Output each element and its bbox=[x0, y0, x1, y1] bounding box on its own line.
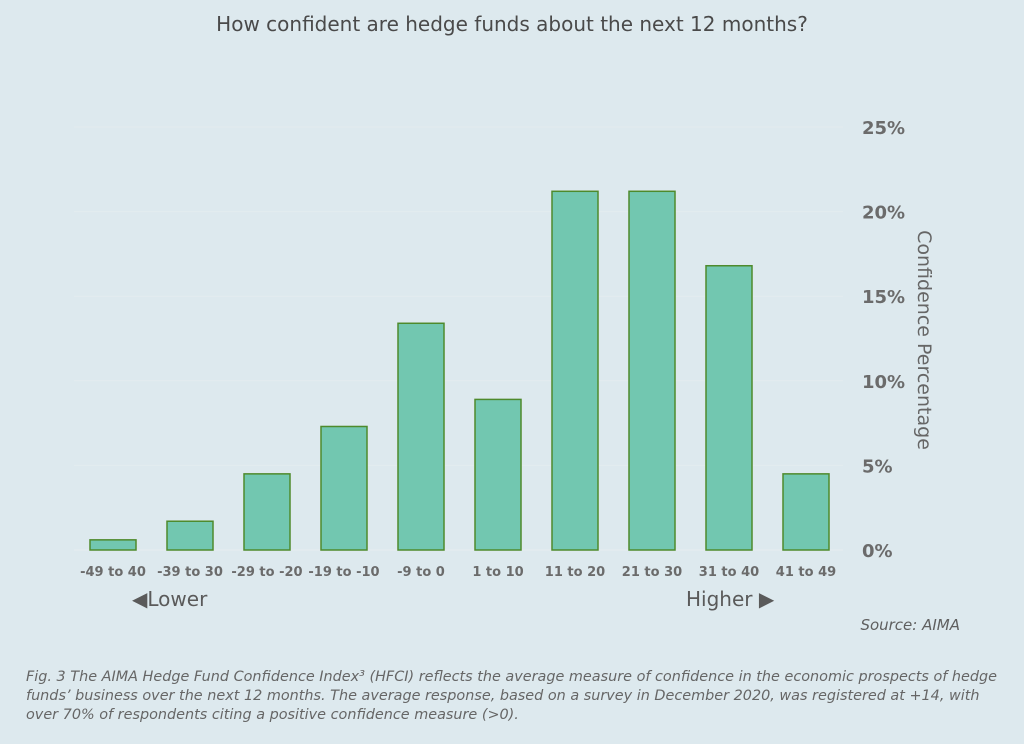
y-tick-label: 15% bbox=[862, 287, 905, 308]
x-tick-label: 1 to 10 bbox=[472, 565, 523, 580]
x-tick-label: -49 to 40 bbox=[80, 565, 146, 580]
bar bbox=[705, 264, 753, 551]
bar bbox=[320, 425, 368, 551]
bar bbox=[166, 520, 214, 551]
x-tick-label: -19 to -10 bbox=[308, 565, 379, 580]
bar bbox=[397, 322, 445, 551]
x-tick-label: -29 to -20 bbox=[231, 565, 302, 580]
x-tick-label: -9 to 0 bbox=[397, 565, 445, 580]
x-tick-label: 41 to 49 bbox=[776, 565, 836, 580]
x-tick-label: -39 to 30 bbox=[157, 565, 223, 580]
bar bbox=[89, 539, 137, 551]
y-tick-label: 5% bbox=[862, 456, 893, 477]
bar bbox=[628, 190, 676, 551]
x-tick-label: 11 to 20 bbox=[545, 565, 605, 580]
direction-higher-label: Higher ▶ bbox=[686, 587, 775, 611]
bar bbox=[782, 473, 830, 551]
x-axis-ticks: -49 to 40 -39 to 30 -29 to -20 -19 to -10 -9… bbox=[80, 565, 836, 580]
y-tick-label: 20% bbox=[862, 203, 905, 224]
y-tick-label: 10% bbox=[862, 372, 905, 393]
bar bbox=[243, 473, 291, 551]
chart-title: How confident are hedge funds about the … bbox=[216, 12, 808, 36]
x-tick-label: 21 to 30 bbox=[622, 565, 682, 580]
bars bbox=[89, 190, 830, 551]
y-tick-label: 25% bbox=[862, 118, 905, 139]
source-note: Source: AIMA bbox=[860, 616, 960, 634]
figure-caption: Fig. 3 The AIMA Hedge Fund Confidence In… bbox=[26, 669, 997, 723]
direction-lower-label: ◀Lower bbox=[132, 587, 208, 611]
y-axis-label: Confidence Percentage bbox=[913, 230, 935, 450]
bar bbox=[551, 190, 599, 551]
bar bbox=[474, 398, 522, 551]
y-axis-ticks: 0% 5% 10% 15% 20% 25% bbox=[862, 118, 905, 562]
x-tick-label: 31 to 40 bbox=[699, 565, 759, 580]
y-tick-label: 0% bbox=[862, 541, 893, 562]
